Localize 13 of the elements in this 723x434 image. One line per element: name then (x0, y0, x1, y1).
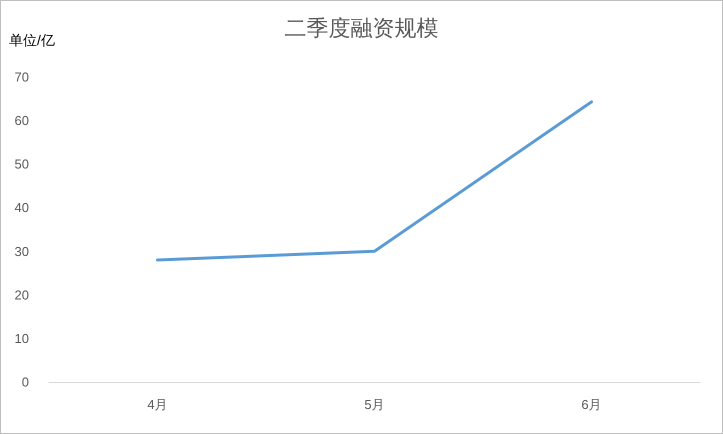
y-tick-label: 20 (14, 287, 29, 302)
y-tick-label: 40 (14, 200, 29, 216)
y-tick-label: 30 (14, 244, 29, 259)
chart-title: 二季度融资规模 (284, 16, 438, 42)
x-tick-label: 6月 (581, 397, 602, 412)
y-tick-label: 0 (22, 374, 29, 390)
y-tick-label: 70 (14, 70, 29, 84)
y-axis-title: 单位/亿 (9, 32, 55, 48)
y-tick-label: 50 (14, 156, 29, 172)
x-tick-label: 4月 (147, 397, 168, 412)
x-tick-label: 5月 (364, 397, 385, 412)
y-tick-label: 60 (14, 113, 29, 128)
y-tick-label: 10 (14, 330, 29, 346)
